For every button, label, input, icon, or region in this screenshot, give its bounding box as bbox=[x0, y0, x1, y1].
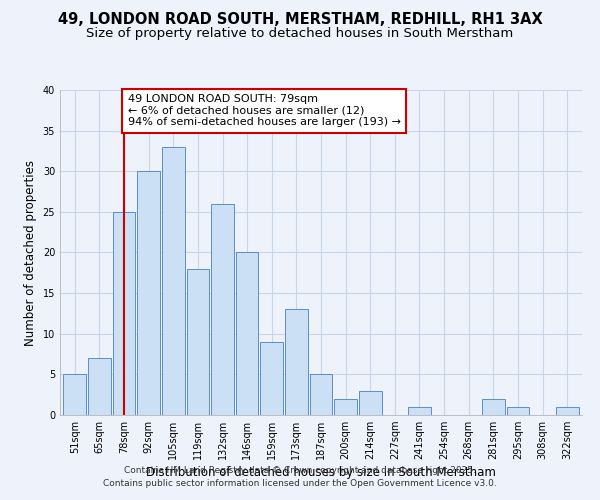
Bar bbox=[359, 390, 382, 415]
X-axis label: Distribution of detached houses by size in South Merstham: Distribution of detached houses by size … bbox=[146, 466, 496, 479]
Bar bbox=[556, 407, 578, 415]
Bar bbox=[334, 399, 357, 415]
Bar bbox=[310, 374, 332, 415]
Bar bbox=[162, 147, 185, 415]
Y-axis label: Number of detached properties: Number of detached properties bbox=[24, 160, 37, 346]
Bar bbox=[408, 407, 431, 415]
Bar bbox=[482, 399, 505, 415]
Bar bbox=[285, 310, 308, 415]
Bar bbox=[236, 252, 259, 415]
Text: 49 LONDON ROAD SOUTH: 79sqm
← 6% of detached houses are smaller (12)
94% of semi: 49 LONDON ROAD SOUTH: 79sqm ← 6% of deta… bbox=[128, 94, 401, 128]
Text: Contains HM Land Registry data © Crown copyright and database right 2025.
Contai: Contains HM Land Registry data © Crown c… bbox=[103, 466, 497, 487]
Bar bbox=[137, 171, 160, 415]
Bar bbox=[506, 407, 529, 415]
Text: 49, LONDON ROAD SOUTH, MERSTHAM, REDHILL, RH1 3AX: 49, LONDON ROAD SOUTH, MERSTHAM, REDHILL… bbox=[58, 12, 542, 28]
Bar bbox=[187, 268, 209, 415]
Bar bbox=[260, 342, 283, 415]
Bar bbox=[113, 212, 136, 415]
Text: Size of property relative to detached houses in South Merstham: Size of property relative to detached ho… bbox=[86, 28, 514, 40]
Bar bbox=[88, 358, 111, 415]
Bar bbox=[211, 204, 234, 415]
Bar bbox=[64, 374, 86, 415]
